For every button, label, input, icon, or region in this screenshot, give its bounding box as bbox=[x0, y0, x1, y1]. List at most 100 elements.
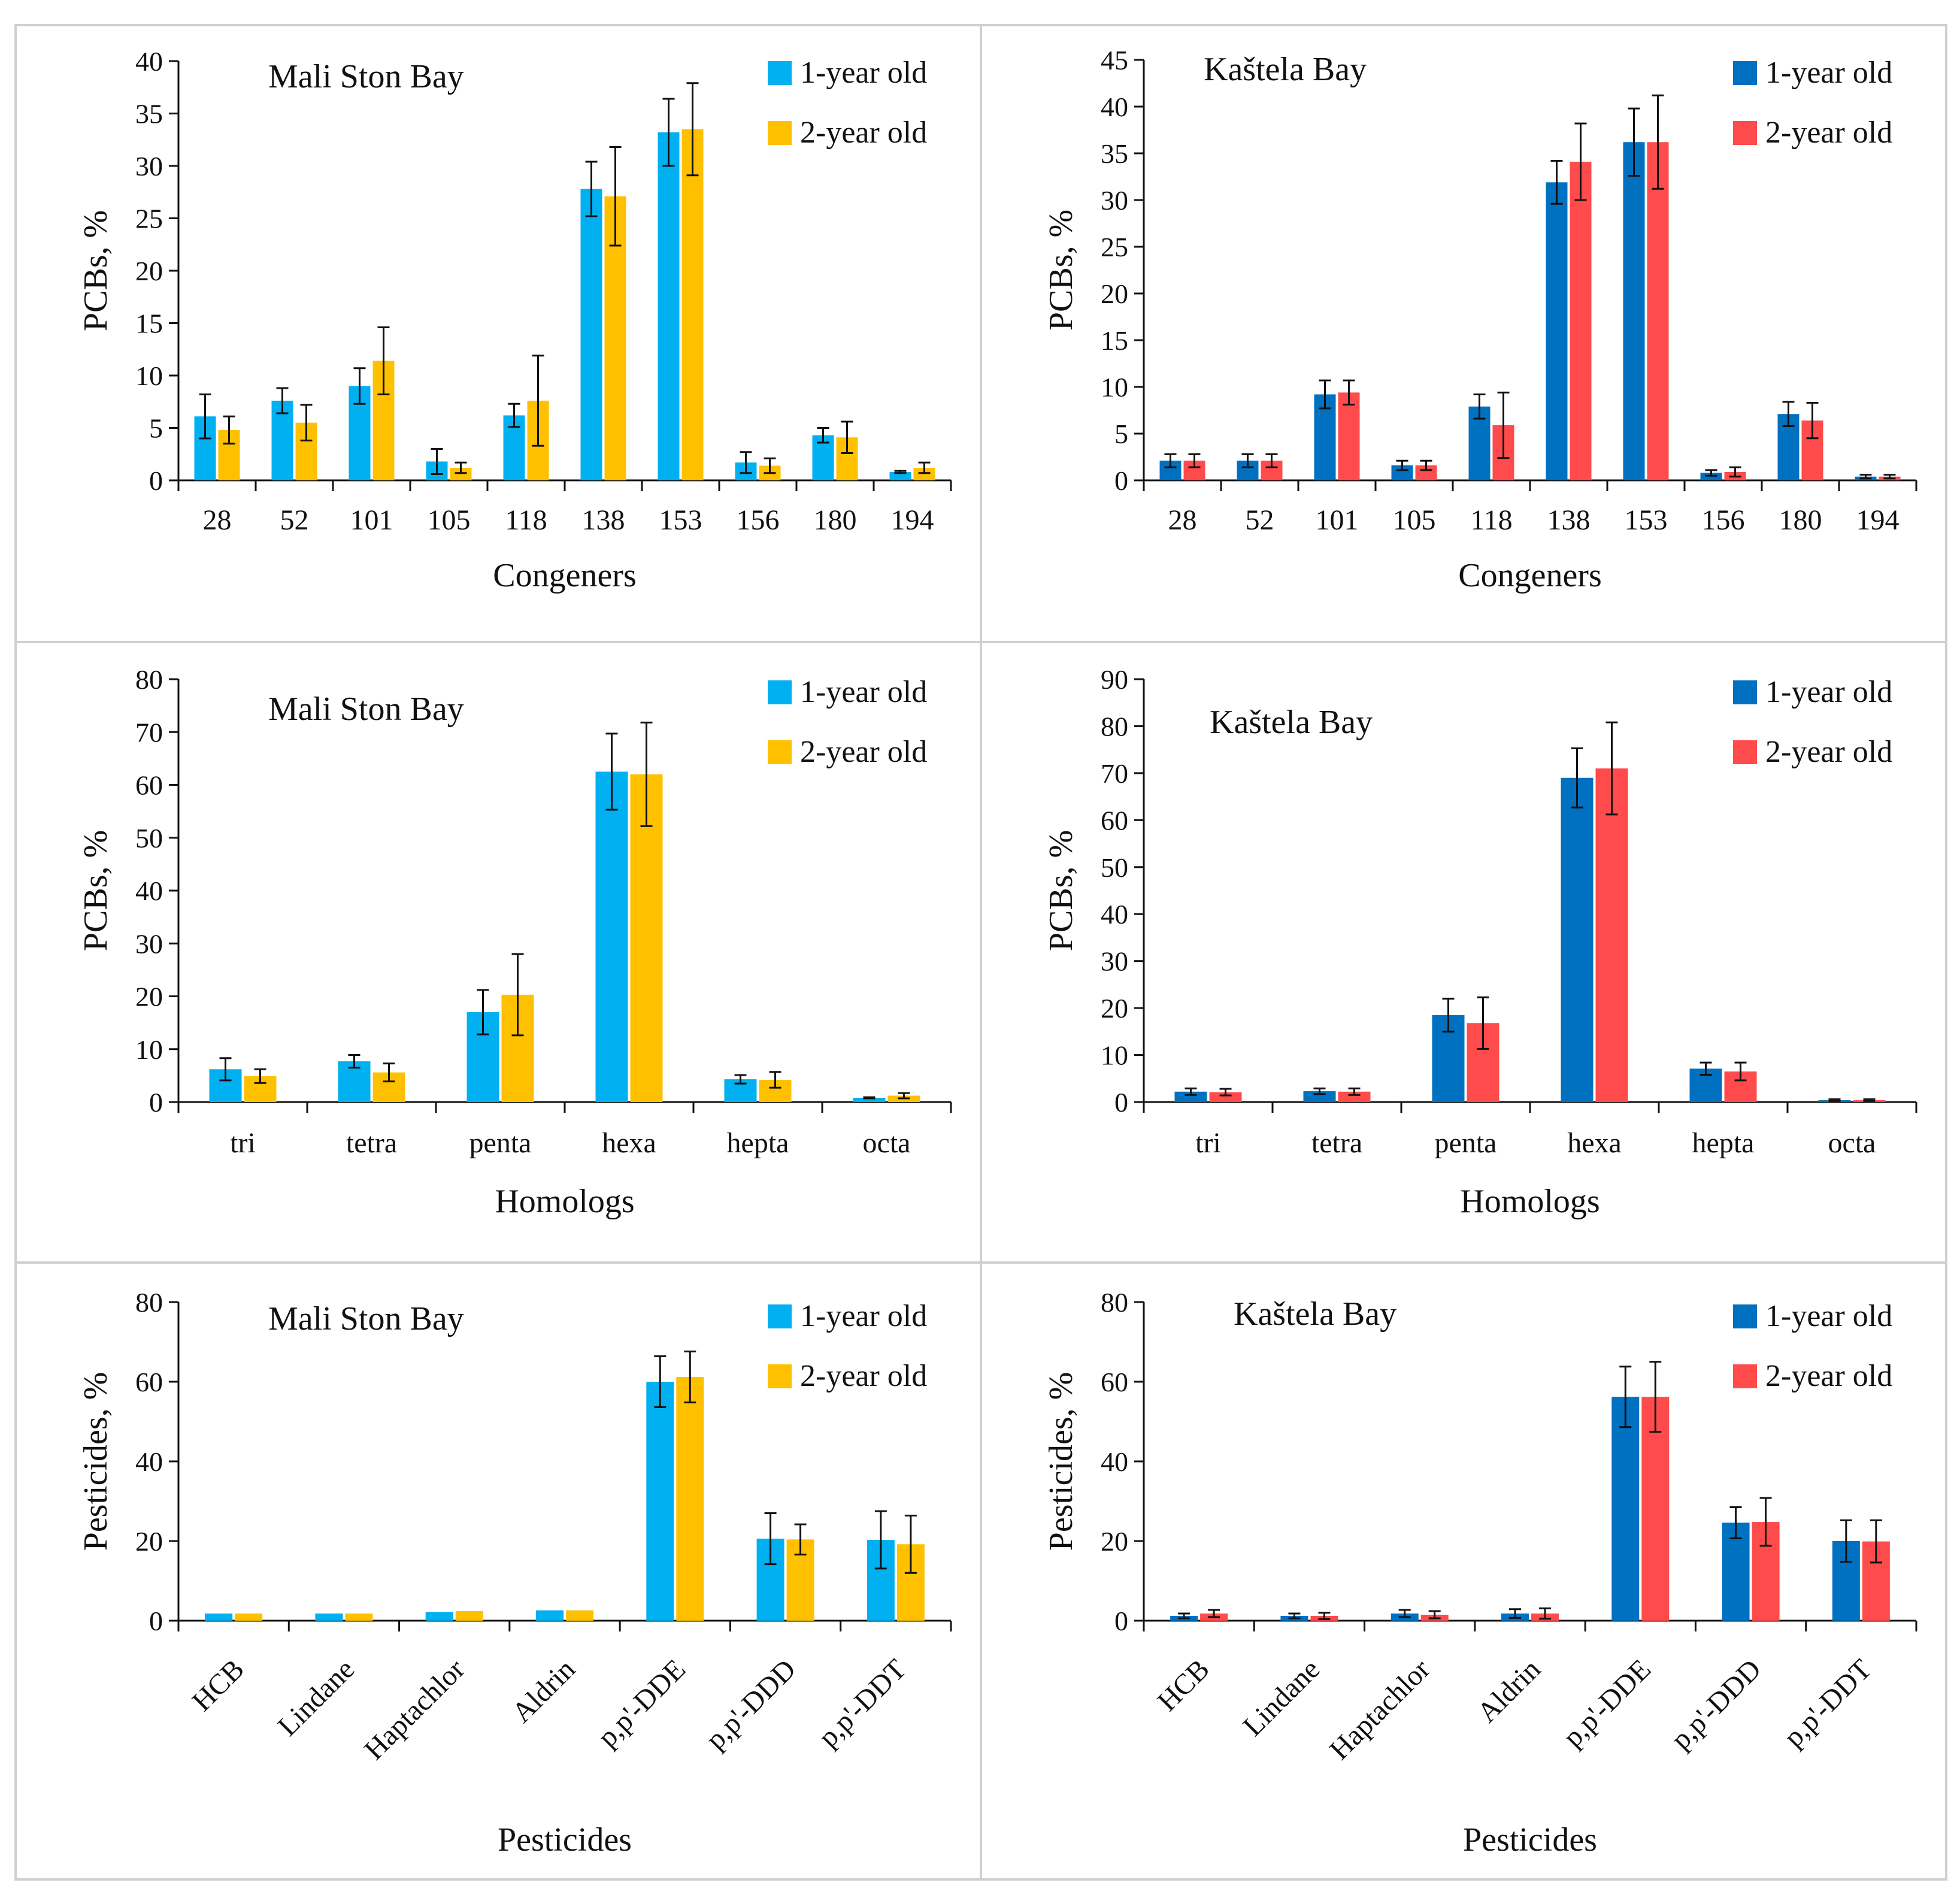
x-tick-label: p,p'-DDD bbox=[1665, 1653, 1767, 1755]
legend-label-1yr: 1-year old bbox=[800, 675, 927, 709]
x-axis-title: Homologs bbox=[495, 1183, 634, 1220]
y-tick-label: 40 bbox=[1101, 1446, 1128, 1477]
x-tick-label: octa bbox=[863, 1127, 911, 1159]
chart-title: Mali Ston Bay bbox=[268, 691, 464, 728]
x-tick-label: 28 bbox=[203, 504, 232, 536]
y-tick-label: 0 bbox=[1114, 1606, 1128, 1636]
bar-2yr bbox=[1595, 768, 1628, 1102]
y-tick-label: 20 bbox=[135, 1526, 163, 1557]
x-tick-label: penta bbox=[1435, 1127, 1497, 1159]
legend-label-2yr: 2-year old bbox=[1765, 1359, 1892, 1393]
y-axis-title: PCBs, % bbox=[77, 830, 114, 951]
bar-1yr bbox=[646, 1382, 674, 1621]
y-tick-label: 30 bbox=[1101, 946, 1128, 977]
y-tick-label: 10 bbox=[1101, 1040, 1128, 1071]
legend-swatch-2yr bbox=[768, 121, 792, 145]
x-tick-label: 180 bbox=[1779, 504, 1822, 536]
legend-swatch-1yr bbox=[1733, 1304, 1757, 1328]
bar-2yr bbox=[630, 774, 663, 1102]
y-tick-label: 15 bbox=[135, 308, 163, 339]
bar-2yr bbox=[455, 1611, 483, 1621]
y-tick-label: 90 bbox=[1101, 664, 1128, 695]
y-tick-label: 40 bbox=[1101, 92, 1128, 122]
legend-swatch-2yr bbox=[1733, 740, 1757, 764]
y-tick-label: 60 bbox=[135, 1367, 163, 1397]
x-tick-label: 138 bbox=[582, 504, 625, 536]
chart-title: Kaštela Bay bbox=[1210, 704, 1373, 741]
y-tick-label: 20 bbox=[135, 256, 163, 286]
y-tick-label: 0 bbox=[149, 1087, 163, 1118]
y-tick-label: 20 bbox=[135, 982, 163, 1012]
y-tick-label: 5 bbox=[149, 413, 163, 444]
x-tick-label: hepta bbox=[727, 1127, 789, 1159]
panel-mali-ston-homologs: 0 10 20 30 40 50 60 70 80 tri tetra penta hexa hepta o… bbox=[14, 641, 982, 1264]
x-tick-label: octa bbox=[1828, 1127, 1876, 1159]
y-axis-title: PCBs, % bbox=[1043, 210, 1080, 331]
bar-1yr bbox=[1546, 182, 1568, 480]
bar-1yr bbox=[580, 189, 602, 480]
y-tick-label: 50 bbox=[1101, 852, 1128, 883]
y-tick-label: 40 bbox=[135, 876, 163, 906]
legend-label-1yr: 1-year old bbox=[800, 1299, 927, 1333]
panel-kastela-congeners: 0 5 10 15 20 25 30 35 40 45 28 52 101 105 118 138 153 156… bbox=[980, 24, 1947, 643]
bar-1yr bbox=[1611, 1397, 1640, 1621]
y-tick-label: 0 bbox=[1114, 465, 1128, 496]
bar-1yr bbox=[1303, 1091, 1336, 1102]
x-tick-label: 105 bbox=[1393, 504, 1436, 536]
y-axis-title: PCBs, % bbox=[77, 210, 114, 331]
y-tick-label: 35 bbox=[1101, 138, 1128, 169]
y-tick-label: 50 bbox=[135, 823, 163, 853]
x-tick-label: p,p'-DDE bbox=[1557, 1653, 1657, 1753]
y-tick-label: 45 bbox=[1101, 45, 1128, 75]
panel-mali-ston-congeners: 0 5 10 15 20 25 30 35 40 28 52 101 105 118 138 153 156 18… bbox=[14, 24, 982, 643]
legend-swatch-1yr bbox=[768, 61, 792, 85]
legend-swatch-2yr bbox=[768, 740, 792, 764]
x-tick-label: tri bbox=[1195, 1127, 1221, 1159]
bar-2yr bbox=[1570, 162, 1592, 480]
y-tick-label: 30 bbox=[135, 151, 163, 181]
chart-mali-ston-homologs: 0 10 20 30 40 50 60 70 80 tri tetra penta hexa hepta o… bbox=[77, 664, 952, 1220]
x-tick-label: tetra bbox=[1311, 1127, 1362, 1159]
y-axis-title: PCBs, % bbox=[1043, 830, 1080, 951]
legend-swatch-2yr bbox=[768, 1364, 792, 1388]
panel-kastela-pesticides: 0 20 40 60 80 HCB Lindane Haptachlor Aldrin p,p'-… bbox=[980, 1261, 1947, 1881]
x-tick-label: 101 bbox=[1316, 504, 1359, 536]
bar-1yr bbox=[1700, 473, 1722, 480]
bar-2yr bbox=[345, 1614, 373, 1621]
y-tick-label: 40 bbox=[135, 1446, 163, 1477]
y-tick-label: 0 bbox=[149, 1606, 163, 1636]
legend-swatch-1yr bbox=[768, 1304, 792, 1328]
y-tick-label: 80 bbox=[1101, 1287, 1128, 1318]
y-tick-label: 80 bbox=[135, 1287, 163, 1318]
chart-title: Mali Ston Bay bbox=[268, 58, 464, 95]
y-tick-label: 10 bbox=[135, 361, 163, 391]
x-tick-label: Haptachlor bbox=[358, 1653, 471, 1766]
bar-1yr bbox=[853, 1097, 886, 1102]
x-tick-label: 118 bbox=[1470, 504, 1512, 536]
bar-1yr bbox=[1623, 142, 1645, 480]
y-tick-label: 5 bbox=[1114, 419, 1128, 449]
x-tick-label: 101 bbox=[350, 504, 393, 536]
x-tick-label: 105 bbox=[428, 504, 471, 536]
x-tick-label: p,p'-DDT bbox=[813, 1653, 913, 1753]
y-tick-label: 0 bbox=[149, 465, 163, 496]
y-tick-label: 0 bbox=[1114, 1087, 1128, 1118]
bar-2yr bbox=[1209, 1092, 1242, 1102]
y-tick-label: 10 bbox=[135, 1034, 163, 1065]
x-tick-label: 156 bbox=[1702, 504, 1745, 536]
y-tick-label: 30 bbox=[1101, 185, 1128, 216]
x-axis-title: Congeners bbox=[1458, 557, 1602, 594]
bar-1yr bbox=[595, 771, 628, 1102]
panel-mali-ston-pesticides: 0 20 40 60 80 HCB Lindane Haptachlor Aldrin p,p'-… bbox=[14, 1261, 982, 1881]
x-tick-label: penta bbox=[469, 1127, 532, 1159]
y-tick-label: 80 bbox=[135, 664, 163, 695]
bar-2yr bbox=[1338, 1091, 1371, 1102]
legend-label-1yr: 1-year old bbox=[1765, 675, 1892, 709]
bar-2yr bbox=[1338, 392, 1360, 480]
y-tick-label: 60 bbox=[1101, 1367, 1128, 1397]
y-tick-label: 20 bbox=[1101, 1526, 1128, 1557]
x-tick-label: Lindane bbox=[1237, 1653, 1326, 1742]
y-tick-label: 10 bbox=[1101, 372, 1128, 402]
x-tick-label: hepta bbox=[1692, 1127, 1755, 1159]
